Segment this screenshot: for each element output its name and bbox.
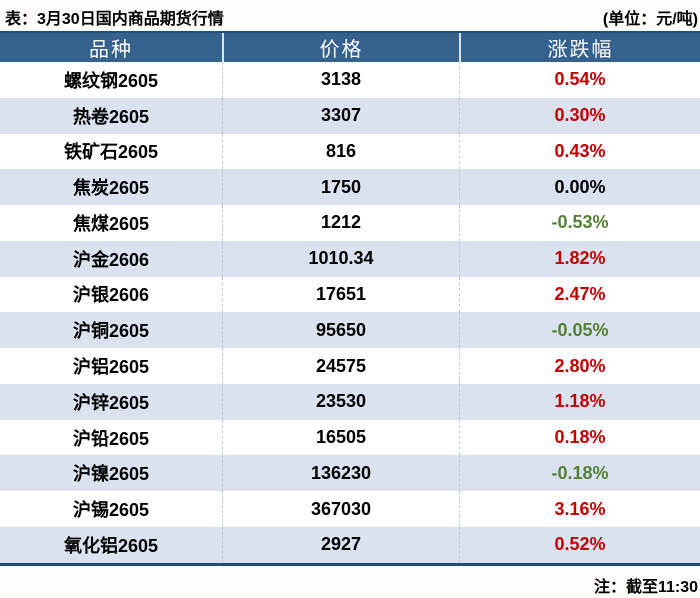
- cell-change: 0.54%: [459, 62, 700, 98]
- cell-price: 3138: [222, 62, 459, 98]
- unit-label: (单位：元/吨): [602, 10, 698, 28]
- cell-variety: 沪银2606: [72, 285, 150, 306]
- cell-variety: 螺纹钢2605: [63, 70, 159, 91]
- cell-variety: 铁矿石2605: [63, 142, 159, 163]
- cell-change: 3.16%: [459, 491, 700, 527]
- cell-change: 0.18%: [459, 419, 700, 456]
- table-bottom-rule: [0, 562, 700, 566]
- cell-change: -0.18%: [459, 455, 700, 492]
- cell-price: 16505: [222, 419, 459, 456]
- cell-change: 0.43%: [459, 133, 700, 170]
- cell-variety: 热卷2605: [72, 106, 150, 127]
- table-title: 表：3月30日国内商品期货行情: [5, 10, 224, 28]
- table-row: 氧化铝2605 2927 0.52%: [0, 526, 700, 563]
- cell-variety: 沪金2606: [72, 249, 150, 270]
- table-row: 焦炭2605 1750 0.00%: [0, 169, 700, 206]
- cell-change: 1.18%: [459, 383, 700, 420]
- cell-change: 0.52%: [459, 526, 700, 563]
- table-row: 沪银2606 17651 2.47%: [0, 276, 700, 313]
- cell-price: 23530: [222, 383, 459, 420]
- cell-price: 816: [222, 133, 459, 170]
- cell-price: 95650: [222, 312, 459, 349]
- cell-variety: 沪铝2605: [72, 357, 150, 377]
- table-row: 沪金2606 1010.34 1.82%: [0, 240, 700, 277]
- cell-price: 367030: [222, 491, 459, 527]
- cell-change: 0.00%: [459, 169, 700, 206]
- cell-variety: 焦煤2605: [72, 213, 150, 234]
- cell-price: 17651: [222, 276, 459, 313]
- table-row: 铁矿石2605 816 0.43%: [0, 133, 700, 170]
- table-row: 热卷2605 3307 0.30%: [0, 97, 700, 134]
- cell-change: -0.05%: [459, 312, 700, 349]
- cell-variety: 氧化铝2605: [63, 535, 159, 556]
- cell-change: 0.30%: [459, 97, 700, 134]
- column-header-price: 价格: [222, 33, 459, 62]
- cell-change: -0.53%: [459, 205, 700, 241]
- cell-price: 1010.34: [222, 240, 459, 277]
- cell-change: 2.80%: [459, 348, 700, 384]
- table-row: 沪镍2605 136230 -0.18%: [0, 455, 700, 492]
- cell-price: 2927: [222, 526, 459, 563]
- table-body: 螺纹钢2605 3138 0.54% 热卷2605 3307 0.30% 铁矿石2605 81…: [0, 62, 700, 563]
- cell-variety: 沪锌2605: [72, 392, 150, 413]
- table-row: 沪锌2605 23530 1.18%: [0, 383, 700, 420]
- cell-change: 1.82%: [459, 240, 700, 277]
- table-header-row: 品种 价格 涨跌幅: [0, 31, 700, 62]
- table-row: 螺纹钢2605 3138 0.54%: [0, 62, 700, 98]
- column-header-change: 涨跌幅: [459, 33, 700, 62]
- table-row: 沪铜2605 95650 -0.05%: [0, 312, 700, 349]
- column-header-variety: 品种: [89, 39, 133, 61]
- cell-price: 136230: [222, 455, 459, 492]
- table-row: 沪铝2605 24575 2.80%: [0, 348, 700, 384]
- cell-price: 1212: [222, 205, 459, 241]
- cell-variety: 焦炭2605: [72, 178, 150, 199]
- table-row: 沪铅2605 16505 0.18%: [0, 419, 700, 456]
- table-row: 沪锡2605 367030 3.16%: [0, 491, 700, 527]
- cell-variety: 沪铅2605: [72, 428, 150, 449]
- footer-note: 注：截至11:30: [593, 578, 698, 596]
- cell-variety: 沪铜2605: [72, 321, 150, 342]
- cell-price: 3307: [222, 97, 459, 134]
- cell-variety: 沪镍2605: [72, 464, 150, 485]
- cell-price: 24575: [222, 348, 459, 384]
- cell-price: 1750: [222, 169, 459, 206]
- title-bar: 表：3月30日国内商品期货行情 (单位：元/吨): [0, 0, 700, 31]
- cell-variety: 沪锡2605: [72, 500, 150, 521]
- table-row: 焦煤2605 1212 -0.53%: [0, 205, 700, 241]
- cell-change: 2.47%: [459, 276, 700, 313]
- futures-table: 品种 价格 涨跌幅 螺纹钢2605 3138 0.54% 热卷2605 3307 0.30…: [0, 31, 700, 566]
